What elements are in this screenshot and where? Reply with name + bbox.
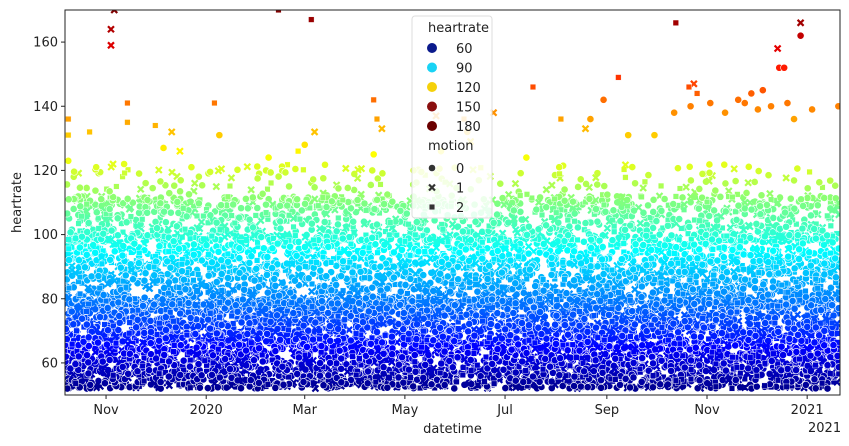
band-point — [694, 204, 703, 213]
band-point — [579, 237, 588, 246]
band-point — [678, 225, 685, 232]
band-point — [258, 357, 267, 366]
band-point — [752, 382, 761, 391]
band-point — [194, 212, 201, 219]
band-point — [135, 169, 143, 178]
band-point — [148, 184, 157, 193]
band-point — [834, 244, 840, 253]
band-point — [136, 185, 145, 194]
band-point — [504, 218, 513, 227]
band-point — [793, 221, 800, 228]
band-point — [253, 162, 262, 171]
band-point — [342, 164, 350, 173]
band-point — [827, 250, 834, 257]
band-point — [140, 293, 149, 302]
band-point — [76, 183, 84, 192]
band-point — [237, 318, 246, 327]
band-point — [742, 188, 751, 197]
band-point — [264, 186, 271, 193]
band-point — [212, 182, 221, 191]
band-point — [682, 183, 690, 191]
band-point — [768, 196, 775, 203]
band-point — [300, 166, 307, 173]
band-point — [720, 160, 729, 169]
band-point — [334, 184, 343, 193]
band-point — [750, 178, 759, 186]
band-point — [243, 162, 252, 171]
band-point — [523, 191, 530, 198]
band-point — [113, 183, 120, 190]
band-point — [366, 181, 375, 189]
band-point — [672, 193, 679, 200]
band-point — [321, 160, 329, 169]
band-point — [734, 191, 741, 198]
band-point — [790, 176, 798, 185]
band-point — [244, 204, 252, 213]
band-point — [91, 186, 100, 195]
band-point — [194, 172, 203, 181]
band-point — [356, 267, 365, 276]
band-point — [724, 187, 733, 195]
band-point — [669, 277, 676, 284]
band-point — [237, 384, 245, 393]
band-point — [319, 174, 328, 183]
band-point — [574, 183, 582, 191]
band-point — [335, 214, 342, 221]
band-point — [769, 214, 778, 222]
band-point — [721, 179, 730, 188]
band-point — [322, 203, 331, 211]
band-point — [92, 208, 101, 217]
band-point — [254, 257, 261, 264]
band-point — [611, 223, 618, 230]
band-point — [281, 168, 290, 177]
band-point — [731, 177, 740, 185]
band-point — [309, 280, 316, 287]
band-point — [600, 182, 609, 190]
band-point — [528, 195, 535, 202]
band-point — [248, 193, 257, 202]
dense-point-band — [65, 160, 840, 393]
band-point — [190, 277, 197, 284]
band-point — [608, 267, 615, 274]
band-point — [393, 232, 400, 239]
band-point — [574, 223, 582, 232]
band-point — [705, 160, 714, 169]
band-point — [95, 215, 102, 222]
band-point — [107, 226, 116, 235]
band-point — [320, 218, 329, 226]
band-point — [652, 217, 661, 226]
band-point — [206, 211, 215, 220]
band-point — [705, 168, 714, 177]
band-point — [676, 185, 683, 192]
band-point — [529, 303, 538, 312]
band-point — [143, 196, 152, 204]
band-point — [155, 166, 163, 174]
band-point — [807, 211, 815, 220]
band-point — [685, 230, 692, 237]
band-point — [638, 193, 645, 200]
plot-area — [65, 10, 840, 393]
band-point — [674, 164, 682, 173]
band-point — [493, 210, 502, 219]
band-point — [373, 328, 381, 336]
band-point — [566, 362, 573, 369]
band-point — [156, 177, 165, 186]
band-point — [237, 204, 246, 213]
band-point — [82, 184, 91, 192]
band-point — [786, 194, 795, 203]
band-point — [826, 176, 835, 185]
band-point — [504, 190, 513, 199]
band-point — [744, 162, 753, 171]
band-point — [834, 295, 840, 303]
band-point — [141, 179, 150, 188]
band-point — [176, 187, 184, 196]
band-point — [253, 204, 262, 212]
band-point — [151, 217, 160, 226]
band-point — [742, 306, 751, 314]
band-point — [197, 256, 206, 265]
band-point — [69, 205, 78, 213]
